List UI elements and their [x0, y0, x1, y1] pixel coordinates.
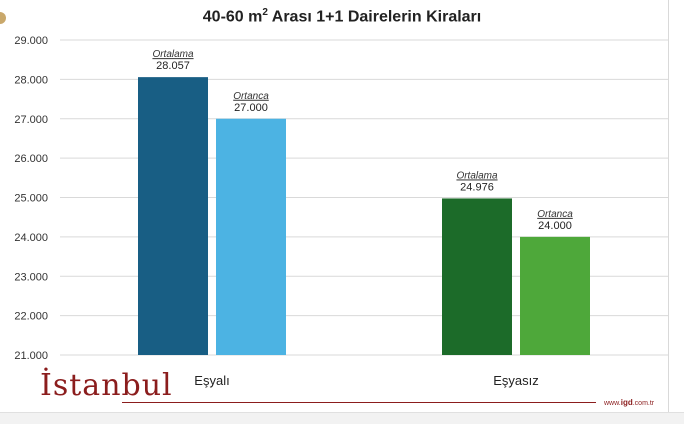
series-name-label: Ortalama: [152, 49, 194, 60]
site-prefix: www.: [604, 400, 621, 407]
bar-ortanca: [216, 118, 286, 355]
chart-title: 40-60 m2 Arası 1+1 Dairelerin Kiraları: [0, 7, 684, 26]
series-name-label: Ortalama: [456, 170, 498, 181]
bottom-strip: [0, 412, 684, 424]
site-brand: igd: [620, 398, 633, 407]
data-label: 27.000: [234, 102, 268, 114]
title-rest: Arası 1+1 Dairelerin Kiraları: [267, 8, 482, 26]
website-link[interactable]: www.igd.com.tr: [604, 398, 654, 407]
category-label: Eşyasız: [493, 373, 539, 388]
series-name-label: Ortanca: [537, 209, 573, 220]
series-name-label: Ortanca: [233, 91, 269, 102]
bar-ortanca: [520, 236, 590, 355]
frame-border: [668, 0, 669, 423]
data-label: 24.000: [538, 220, 572, 232]
bar-ortalama: [442, 198, 512, 355]
y-tick-label: 21.000: [14, 350, 48, 362]
title-superscript: 2: [262, 7, 268, 18]
y-tick-label: 29.000: [14, 35, 48, 47]
title-main: 40-60 m: [202, 8, 263, 26]
site-suffix: .com.tr: [632, 400, 655, 407]
y-tick-label: 28.000: [14, 74, 48, 86]
y-tick-label: 24.000: [14, 232, 48, 244]
y-tick-label: 26.000: [14, 153, 48, 165]
data-label: 28.057: [156, 60, 190, 72]
y-tick-label: 27.000: [14, 114, 48, 126]
bar-ortalama: [138, 77, 208, 356]
corner-decoration: [0, 12, 6, 24]
data-label: 24.976: [460, 181, 494, 193]
footer-divider: [122, 402, 596, 403]
istanbul-logo: İstanbul: [40, 368, 173, 403]
y-tick-label: 23.000: [14, 271, 48, 283]
y-tick-label: 25.000: [14, 193, 48, 205]
y-tick-label: 22.000: [14, 311, 48, 323]
category-label: Eşyalı: [194, 373, 229, 388]
